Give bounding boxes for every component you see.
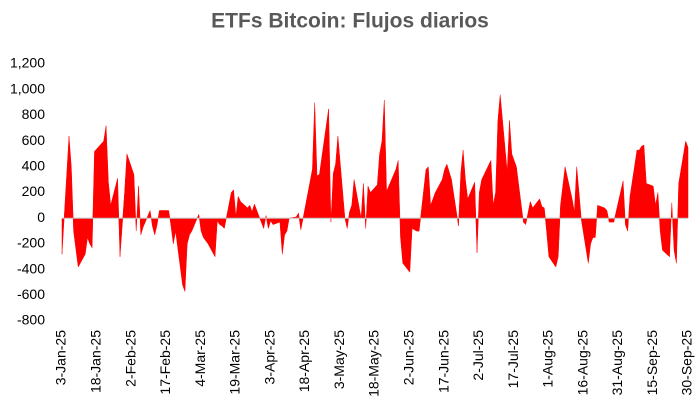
y-tick-label: -800 (17, 312, 45, 328)
y-tick-label: 1,000 (10, 80, 45, 96)
chart-title: ETFs Bitcoin: Flujos diarios (211, 10, 489, 33)
y-tick-label: 0 (37, 209, 45, 225)
x-tick-label: 17-Jun-25 (435, 330, 451, 393)
y-tick-label: 600 (22, 132, 46, 148)
x-tick-label: 3-Jan-25 (53, 330, 69, 385)
x-tick-label: 19-Mar-25 (227, 330, 243, 395)
y-tick-label: 1,200 (10, 55, 45, 71)
x-tick-label: 2-Jul-25 (470, 330, 486, 381)
y-tick-label: -400 (17, 260, 45, 276)
x-tick-label: 3-Apr-25 (261, 330, 277, 385)
x-tick-label: 2-Jun-25 (401, 330, 417, 385)
x-tick-label: 17-Feb-25 (157, 330, 173, 395)
x-tick-label: 18-May-25 (366, 330, 382, 397)
x-tick-label: 15-Sep-25 (644, 330, 660, 396)
x-tick-label: 18-Apr-25 (296, 330, 312, 392)
x-tick-label: 16-Aug-25 (574, 330, 590, 396)
y-tick-label: 200 (22, 183, 46, 199)
x-tick-label: 30-Sep-25 (679, 330, 695, 396)
x-tick-label: 1-Aug-25 (540, 330, 556, 388)
flow-area (61, 94, 689, 292)
x-tick-label: 3-May-25 (331, 330, 347, 389)
y-tick-label: -600 (17, 286, 45, 302)
x-tick-label: 18-Jan-25 (88, 330, 104, 393)
y-tick-label: 800 (22, 106, 46, 122)
y-tick-label: -200 (17, 235, 45, 251)
y-tick-label: 400 (22, 158, 46, 174)
x-tick-label: 17-Jul-25 (505, 330, 521, 389)
x-tick-label: 31-Aug-25 (609, 330, 625, 396)
x-tick-label: 4-Mar-25 (192, 330, 208, 387)
x-tick-label: 2-Feb-25 (122, 330, 138, 387)
